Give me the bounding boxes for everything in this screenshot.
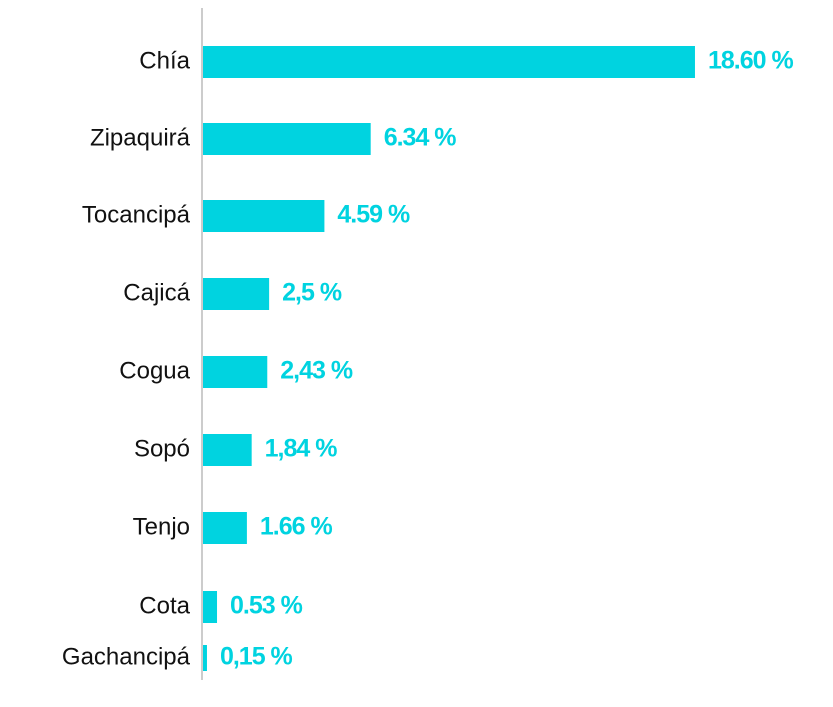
category-label: Tenjo (133, 513, 190, 540)
bar (203, 123, 371, 155)
category-label: Zipaquirá (90, 124, 191, 151)
category-label: Cajicá (123, 279, 190, 306)
bar (203, 645, 207, 671)
value-label: 2,5 % (282, 279, 342, 307)
value-label: 2,43 % (280, 357, 353, 385)
category-label: Sopó (134, 435, 190, 462)
value-label: 1.66 % (260, 513, 333, 541)
value-label: 4.59 % (337, 201, 410, 229)
category-label: Tocancipá (82, 201, 191, 228)
bar (203, 46, 695, 78)
value-label: 0,15 % (220, 643, 293, 671)
bar (203, 434, 252, 466)
category-label: Cogua (119, 357, 190, 384)
bar (203, 278, 270, 310)
value-label: 0.53 % (230, 592, 303, 620)
value-label: 1,84 % (265, 435, 338, 463)
value-label: 18.60 % (708, 47, 794, 75)
category-label: Cota (139, 592, 190, 619)
bar (203, 512, 247, 544)
value-label: 6.34 % (384, 124, 457, 152)
category-label: Gachancipá (62, 643, 191, 670)
category-label: Chía (139, 47, 190, 74)
bar (203, 591, 218, 623)
bar (203, 200, 325, 232)
bar (203, 356, 268, 388)
